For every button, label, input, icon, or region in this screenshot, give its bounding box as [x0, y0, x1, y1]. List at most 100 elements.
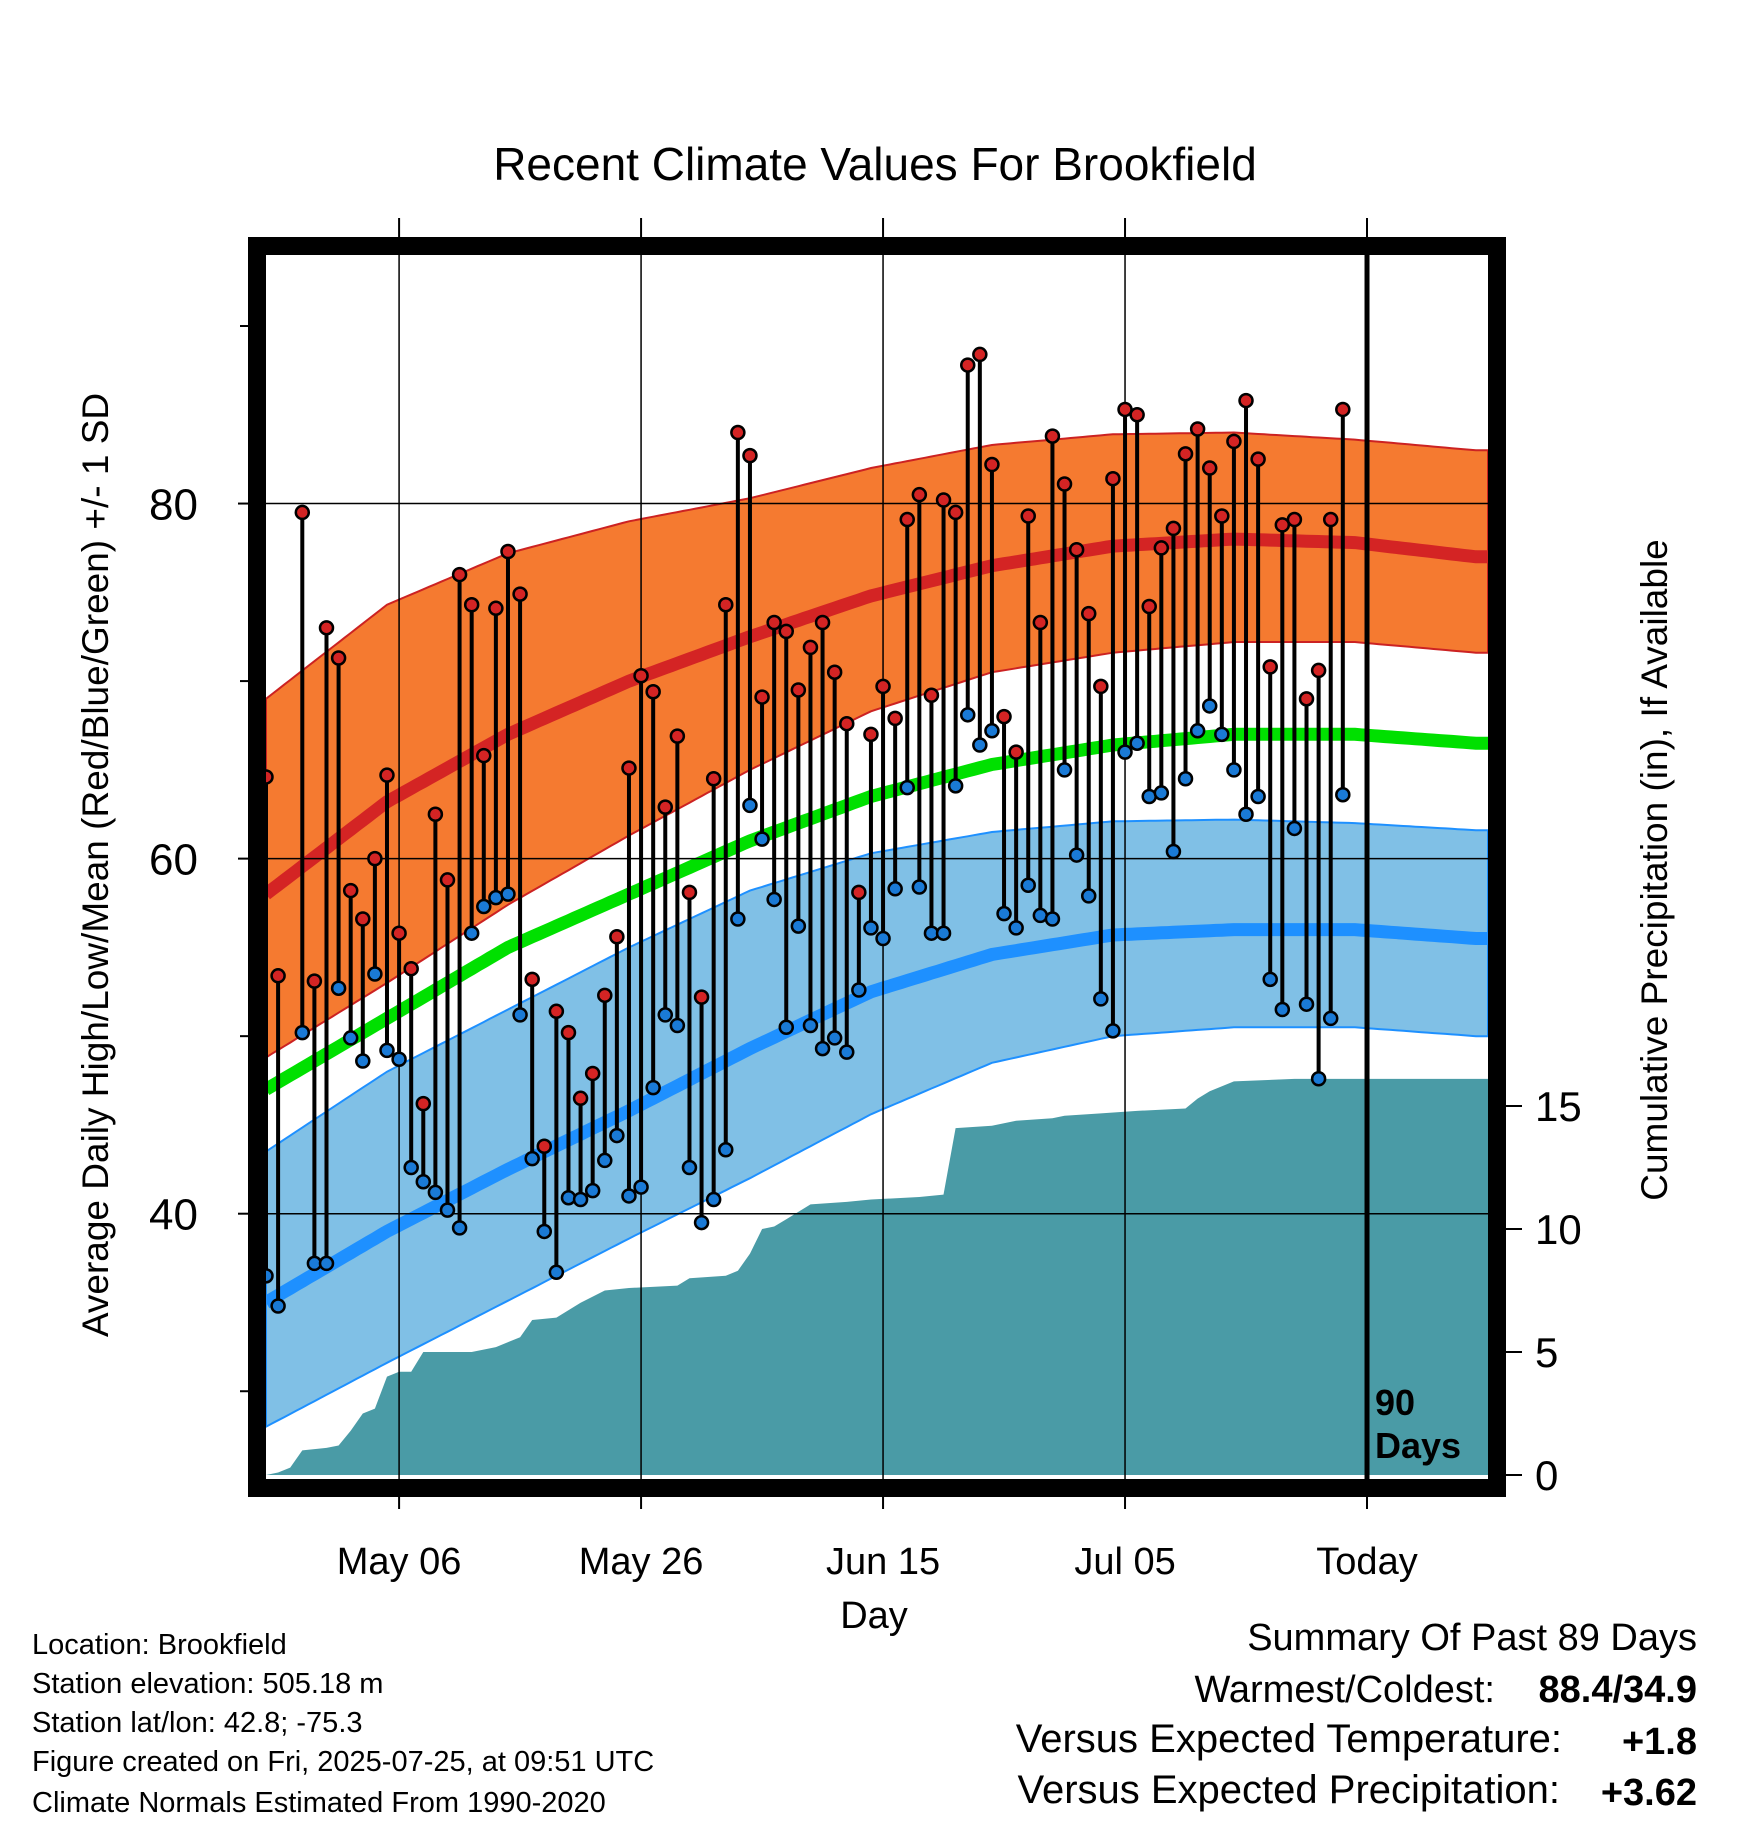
low-dot: [669, 1017, 686, 1034]
x-axis-label: Day: [840, 1595, 908, 1637]
low-dot: [415, 1173, 432, 1190]
low-dot: [1093, 991, 1109, 1007]
low-dot: [439, 1202, 456, 1218]
low-dot: [1129, 735, 1145, 751]
info-normals: Climate Normals Estimated From 1990-2020: [32, 1787, 606, 1819]
high-dot: [742, 447, 758, 464]
low-dot: [463, 925, 480, 941]
low-dot: [657, 1007, 674, 1023]
low-dot: [911, 879, 928, 895]
today-days-word: Days: [1375, 1425, 1461, 1466]
high-dot: [572, 1090, 589, 1107]
low-dot: [1020, 877, 1036, 894]
low-dot: [367, 966, 383, 982]
x-tick-label: Jul 05: [1074, 1541, 1175, 1583]
low-normal-line: [262, 923, 1488, 1309]
low-dot: [839, 1044, 855, 1060]
summary-box: Summary Of Past 89 Days Warmest/Coldest:…: [1016, 1617, 1697, 1814]
daily-range-sticks: [264, 354, 1345, 1307]
high-dot: [1250, 451, 1266, 467]
station-info: Location: Brookfield Station elevation: …: [32, 1629, 654, 1819]
summary-precip-value: +3.62: [1601, 1772, 1697, 1814]
info-elevation: Station elevation: 505.18 m: [32, 1668, 383, 1700]
high-dot: [451, 566, 468, 583]
high-dot: [1129, 407, 1145, 423]
low-dot: [524, 1150, 540, 1167]
low-dot: [584, 1182, 601, 1199]
low-dot: [1080, 888, 1097, 904]
y-axis-label: Average Daily High/Low/Mean (Red/Blue/Gr…: [75, 393, 116, 1337]
low-dot: [996, 905, 1012, 922]
low-dot: [1165, 843, 1182, 860]
info-latlon: Station lat/lon: 42.8; -75.3: [32, 1707, 363, 1739]
high-dot: [1226, 433, 1242, 450]
high-dot: [427, 806, 444, 822]
mean-normal-line: [262, 727, 1488, 1096]
high-dot: [959, 357, 976, 373]
high-dot: [1262, 659, 1278, 675]
low-dot: [1226, 762, 1242, 778]
high-dot: [355, 911, 371, 927]
high-dot: [512, 586, 528, 602]
high-dot: [923, 687, 940, 704]
low-dot: [1274, 1001, 1291, 1018]
low-dot: [742, 797, 758, 814]
high-dot: [367, 850, 383, 867]
low-dot: [875, 930, 891, 947]
low-dot: [1056, 762, 1073, 778]
low-dot: [681, 1159, 698, 1176]
high-dot: [947, 504, 964, 521]
high-dot: [1201, 460, 1218, 476]
high-dot: [306, 973, 323, 989]
y2-axis-label: Cumulative Precipitation (in), If Availa…: [1634, 539, 1675, 1201]
low-dot: [645, 1079, 661, 1096]
low-dot: [1201, 698, 1218, 714]
low-dot: [1238, 806, 1254, 822]
high-dot: [536, 1138, 553, 1154]
low-dot: [1214, 726, 1230, 743]
high-dot: [621, 760, 637, 776]
today-days-number: 90: [1375, 1382, 1415, 1423]
high-dot: [826, 664, 843, 680]
high-dot: [294, 504, 311, 521]
y-tick-label: 80: [149, 481, 198, 530]
high-dot: [597, 987, 613, 1004]
low-dot: [391, 1051, 407, 1067]
high-dot: [1032, 614, 1049, 631]
low-dot: [609, 1127, 625, 1144]
low-dot: [826, 1030, 843, 1046]
low-dot: [778, 1019, 795, 1036]
high-dot: [476, 747, 492, 764]
low-dot: [633, 1179, 649, 1195]
low-dot: [1008, 920, 1024, 936]
high-dot: [560, 1024, 577, 1041]
high-dot: [633, 668, 649, 684]
high-dot: [1310, 662, 1327, 679]
low-dot: [754, 831, 770, 847]
high-dot: [1238, 392, 1254, 409]
high-dot: [814, 614, 831, 631]
high-dot: [318, 620, 335, 636]
low-dot: [1310, 1071, 1327, 1087]
low-dot: [790, 918, 807, 934]
high-dot: [778, 623, 795, 640]
y2-tick-label: 5: [1535, 1329, 1558, 1376]
summary-temp-value: +1.8: [1622, 1721, 1697, 1763]
low-dot: [766, 891, 782, 908]
high-dot: [1056, 476, 1073, 492]
plot-frame: [248, 237, 1506, 1497]
low-dot: [1262, 971, 1278, 988]
low-dot: [330, 980, 347, 996]
low-dot: [1250, 788, 1266, 805]
low-dot: [1286, 820, 1303, 837]
high-dot: [730, 424, 746, 441]
high-dot: [584, 1065, 601, 1082]
y2-tick-label: 0: [1535, 1452, 1558, 1499]
low-dot: [1298, 996, 1315, 1012]
high-dot: [379, 767, 395, 783]
low-dot: [947, 778, 964, 794]
high-dot: [645, 683, 661, 700]
x-tick-label: Jun 15: [826, 1541, 940, 1583]
high-dot: [1020, 508, 1036, 524]
high-dot: [1177, 446, 1194, 462]
